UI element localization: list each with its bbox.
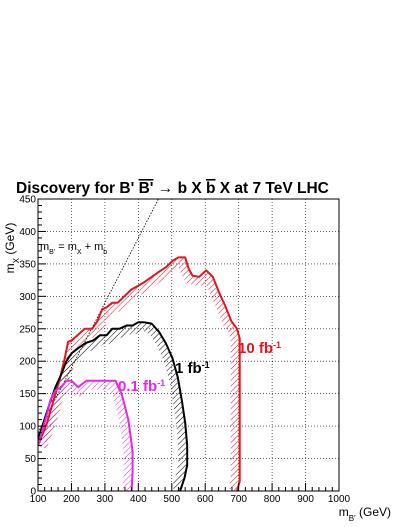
title-part: → b X (153, 180, 206, 197)
x-tick-label: 500 (163, 494, 180, 505)
title-part-overlined: b (206, 180, 215, 197)
axis-ticks (37, 198, 340, 492)
y-axis-label: mX (GeV) (3, 223, 21, 274)
y-tick-label: 100 (19, 422, 36, 433)
x-tick-label: 600 (197, 494, 214, 505)
x-tick-label: 400 (130, 494, 147, 505)
x-tick-label: 800 (264, 494, 281, 505)
y-tick-label: 250 (19, 324, 36, 335)
plot-frame (37, 198, 340, 492)
y-tick-label: 0 (30, 487, 36, 498)
x-tick-labels: 100 200 300 400 500 600 700 800 900 1000 (30, 494, 351, 505)
series-label-1fb: 1 fb-1 (175, 360, 210, 377)
x-tick-label: 700 (230, 494, 247, 505)
y-tick-label: 200 (19, 357, 36, 368)
contour-line-series-1 (38, 321, 189, 491)
series-label-0p1fb: 0.1 fb-1 (118, 378, 165, 395)
x-tick-label: 1000 (328, 494, 351, 505)
title-part: X at 7 TeV LHC (215, 180, 328, 197)
y-tick-label: 450 (19, 195, 36, 206)
title-part: Discovery for B' (16, 180, 139, 197)
x-tick-label: 200 (63, 494, 80, 505)
y-tick-label: 50 (25, 454, 37, 465)
y-tick-label: 300 (19, 292, 36, 303)
y-tick-label: 400 (19, 227, 36, 238)
y-tick-label: 350 (19, 259, 36, 270)
contour-line-series-2 (38, 379, 134, 491)
kinematic-limit-label: mB' = mX + mb (40, 241, 107, 256)
y-tick-label: 150 (19, 389, 36, 400)
hatch-bands (38, 257, 240, 491)
contour-curves (38, 256, 241, 491)
x-tick-label: 300 (97, 494, 114, 505)
x-tick-label: 900 (297, 494, 314, 505)
x-axis-label: mB' (GeV) (339, 505, 391, 523)
chart-title: Discovery for B' B' → b X b X at 7 TeV L… (16, 180, 329, 197)
title-part-overlined: B' (139, 180, 154, 197)
y-tick-labels: 0 50 100 150 200 250 300 350 400 450 (19, 195, 36, 498)
x-tick-label: 100 (30, 494, 47, 505)
series-label-10fb: 10 fb-1 (238, 340, 281, 357)
contour-line-series-0 (38, 256, 241, 491)
